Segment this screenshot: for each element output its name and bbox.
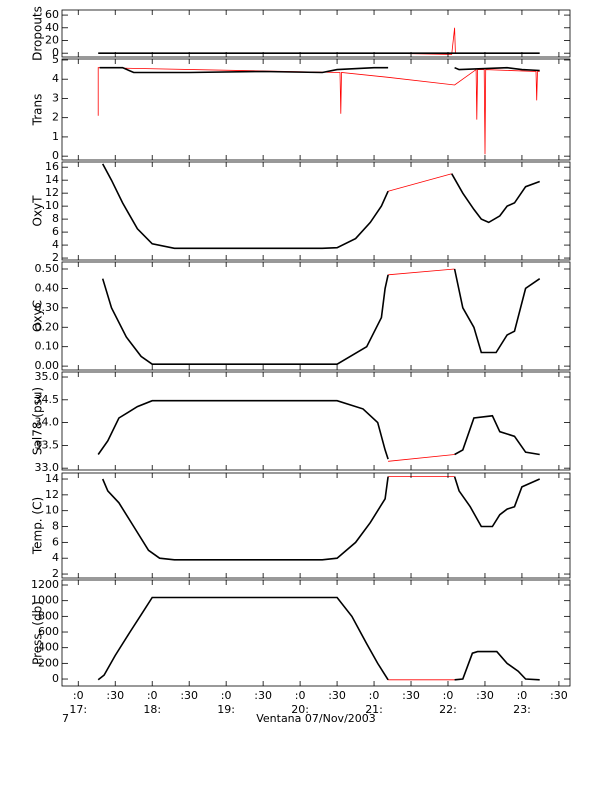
y-axis-label: OxyT	[31, 195, 45, 227]
panel-frame	[61, 9, 571, 58]
y-tick-label: 14	[45, 472, 59, 485]
data-line	[101, 268, 541, 365]
panel-frame	[61, 579, 571, 687]
panel-frame	[61, 58, 571, 161]
y-axis-label: Sal78 (psu)	[31, 387, 45, 455]
y-tick-label: 14	[45, 173, 59, 186]
y-tick-label: 16	[45, 160, 59, 173]
x-axis-label: Ventana 07/Nov/2003	[256, 712, 376, 725]
y-tick-label: 4	[52, 551, 59, 564]
y-tick-label: 200	[38, 656, 59, 669]
x-hour-label: 17:	[69, 703, 87, 716]
y-tick-label: 0.30	[35, 301, 60, 314]
x-tick-label: :30	[550, 689, 568, 702]
y-tick-label: 3	[52, 91, 59, 104]
y-tick-label: 12	[45, 488, 59, 501]
data-line	[99, 66, 540, 74]
y-tick-label: 2	[52, 111, 59, 124]
x-tick-label: :0	[369, 689, 380, 702]
panel-frame	[61, 472, 571, 579]
y-tick-label: 8	[52, 212, 59, 225]
panel-frame	[61, 261, 571, 371]
y-tick-label: 34.0	[35, 416, 60, 429]
y-tick-label: 400	[38, 641, 59, 654]
y-tick-label: 6	[52, 535, 59, 548]
y-tick-label: 35.0	[35, 370, 60, 383]
y-tick-label: 10	[45, 504, 59, 517]
y-axis-label: OxyC	[31, 300, 45, 332]
y-tick-label: 5	[52, 53, 59, 66]
x-tick-label: :0	[147, 689, 158, 702]
data-line	[97, 399, 540, 460]
data-line	[388, 268, 455, 276]
x-tick-label: :0	[517, 689, 528, 702]
data-line	[97, 67, 540, 155]
y-axis-label: Temp. (C)	[31, 497, 45, 555]
x-hour-label: 21:	[365, 703, 383, 716]
y-tick-label: 2	[52, 567, 59, 580]
y-tick-label: 1000	[31, 594, 59, 607]
y-tick-label: 0.40	[35, 281, 60, 294]
data-line	[101, 163, 540, 250]
y-tick-label: 0.10	[35, 340, 60, 353]
y-tick-label: 0	[52, 46, 59, 59]
x-hour-label: 20:	[291, 703, 309, 716]
y-tick-label: 40	[45, 21, 59, 34]
y-tick-label: 60	[45, 8, 59, 21]
y-tick-label: 8	[52, 520, 59, 533]
x-tick-label: :30	[328, 689, 346, 702]
y-tick-label: 1	[52, 130, 59, 143]
x-tick-label: :0	[221, 689, 232, 702]
data-line	[388, 27, 456, 55]
data-line	[387, 173, 452, 192]
y-tick-label: 6	[52, 225, 59, 238]
y-tick-label: 12	[45, 186, 59, 199]
x-tick-label: :0	[443, 689, 454, 702]
x-tick-label: :30	[402, 689, 420, 702]
y-axis-label: Press. (db)	[31, 601, 45, 665]
data-line	[101, 476, 541, 561]
y-tick-label: 2	[52, 251, 59, 264]
x-tick-label: :0	[295, 689, 306, 702]
x-hour-label: 22:	[439, 703, 457, 716]
x-tick-label: :30	[106, 689, 124, 702]
y-tick-label: 0	[52, 149, 59, 162]
y-tick-label: 0.00	[35, 359, 60, 372]
data-line	[388, 454, 455, 462]
x-hour-label: 23:	[513, 703, 531, 716]
y-tick-label: 0	[52, 672, 59, 685]
data-line	[97, 596, 540, 681]
y-tick-label: 20	[45, 33, 59, 46]
y-tick-label: 600	[38, 625, 59, 638]
y-tick-label: 34.5	[35, 393, 60, 406]
y-tick-label: 33.5	[35, 438, 60, 451]
x-hour-label: 18:	[143, 703, 161, 716]
panel-frame	[61, 371, 571, 471]
y-tick-label: 0.50	[35, 262, 60, 275]
x-tick-label: :30	[180, 689, 198, 702]
y-tick-label: 0.20	[35, 320, 60, 333]
x-tick-label: :30	[254, 689, 272, 702]
x-tick-label: :0	[73, 689, 84, 702]
y-tick-label: 800	[38, 609, 59, 622]
y-tick-label: 4	[52, 72, 59, 85]
y-axis-label: Dropouts	[31, 6, 45, 61]
y-tick-label: 4	[52, 238, 59, 251]
y-tick-label: 10	[45, 199, 59, 212]
y-tick-label: 1200	[31, 578, 59, 591]
x-tick-label: :30	[476, 689, 494, 702]
x-hour-label: 19:	[217, 703, 235, 716]
y-axis-label: Trans	[31, 94, 45, 127]
y-tick-label: 33.0	[35, 461, 60, 474]
annotation: 7	[62, 712, 69, 725]
panel-frame	[61, 161, 571, 261]
